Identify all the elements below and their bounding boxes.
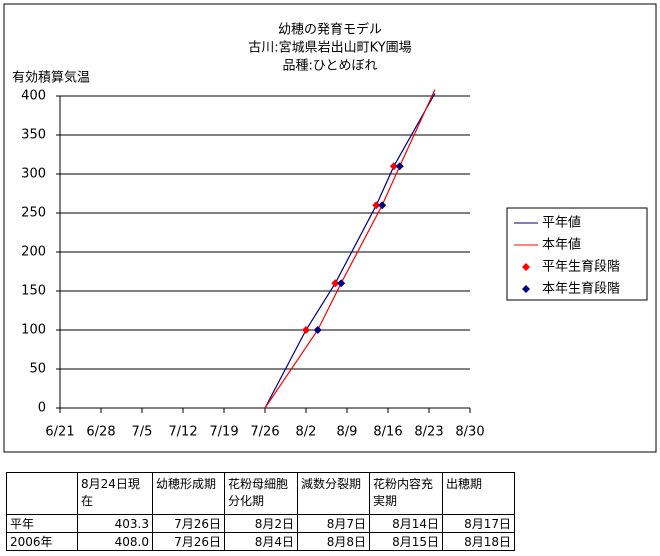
table-cell: 減数分裂期: [297, 472, 370, 515]
x-tick-label: 7/26: [250, 425, 279, 440]
series-marker: [378, 201, 387, 210]
table-cell: 平年: [6, 514, 78, 533]
x-tick-label: 8/16: [373, 425, 402, 440]
data-table: 8月24日現在 幼穂形成期 花粉母細胞分化期 減数分裂期 花粉内容充実期 出穂期 平年 403…: [6, 472, 515, 551]
legend-label: 本年値: [542, 237, 581, 253]
table-cell: 花粉母細胞分化期: [224, 472, 298, 515]
legend-label: 平年値: [542, 215, 581, 231]
table-cell: 8月2日: [224, 514, 298, 533]
y-tick-label: 100: [21, 323, 46, 338]
table-cell: 403.3: [77, 514, 153, 533]
table-cell: 8月18日: [442, 532, 515, 551]
x-tick-label: 8/9: [337, 425, 358, 440]
chart-border: [3, 3, 657, 453]
y-tick-label: 50: [29, 362, 46, 377]
table-cell: 2006年: [6, 532, 78, 551]
table-row: 平年 403.3 7月26日 8月2日 8月7日 8月14日 8月17日: [6, 514, 515, 533]
series-marker: [331, 279, 340, 288]
table-row: 8月24日現在 幼穂形成期 花粉母細胞分化期 減数分裂期 花粉内容充実期 出穂期: [6, 472, 515, 515]
table-cell: 幼穂形成期: [152, 472, 225, 515]
y-tick-label: 200: [21, 245, 46, 260]
table-cell: 7月26日: [152, 514, 225, 533]
series-marker: [337, 279, 346, 288]
series-marker: [389, 162, 398, 171]
x-tick-label: 6/28: [86, 425, 115, 440]
y-tick-label: 350: [21, 128, 46, 143]
chart-title: 古川:宮城県岩出山町KY圃場: [248, 40, 411, 56]
series-line: [264, 93, 436, 409]
series-marker: [395, 162, 404, 171]
x-tick-label: 7/5: [132, 425, 153, 440]
series-line: [264, 89, 436, 409]
table-cell: 8月14日: [369, 514, 443, 533]
y-tick-label: 0: [38, 401, 46, 416]
table-cell: [6, 472, 78, 515]
table-row: 2006年 408.0 7月26日 8月4日 8月8日 8月15日 8月18日: [6, 532, 515, 551]
table-cell: 8月4日: [224, 532, 298, 551]
x-tick-label: 8/30: [455, 425, 484, 440]
legend-swatch: [522, 263, 530, 271]
x-tick-label: 8/2: [296, 425, 317, 440]
table-cell: 408.0: [77, 532, 153, 551]
y-tick-label: 300: [21, 167, 46, 182]
y-tick-label: 400: [21, 89, 46, 104]
table-cell: 花粉内容充実期: [369, 472, 443, 515]
chart-title: 幼穂の発育モデル: [278, 22, 382, 38]
table-cell: 7月26日: [152, 532, 225, 551]
x-tick-label: 7/12: [168, 425, 197, 440]
series-marker: [313, 326, 322, 334]
series-marker: [372, 201, 381, 210]
x-tick-label: 7/19: [209, 425, 238, 440]
table-cell: 8月7日: [297, 514, 370, 533]
table-cell: 出穂期: [442, 472, 515, 515]
y-tick-label: 250: [21, 206, 46, 221]
x-tick-label: 8/23: [414, 425, 443, 440]
table-cell: 8月17日: [442, 514, 515, 533]
x-tick-label: 6/21: [45, 425, 74, 440]
table-cell: 8月15日: [369, 532, 443, 551]
table-cell: 8月8日: [297, 532, 370, 551]
series-marker: [302, 326, 310, 334]
chart-title: 品種:ひとめぼれ: [283, 58, 378, 74]
table-cell: 8月24日現在: [77, 472, 153, 515]
legend-swatch: [522, 285, 530, 293]
legend-label: 本年生育段階: [542, 281, 620, 297]
y-axis-label: 有効積算気温: [12, 70, 90, 86]
legend-label: 平年生育段階: [542, 259, 620, 275]
y-tick-label: 150: [21, 284, 46, 299]
